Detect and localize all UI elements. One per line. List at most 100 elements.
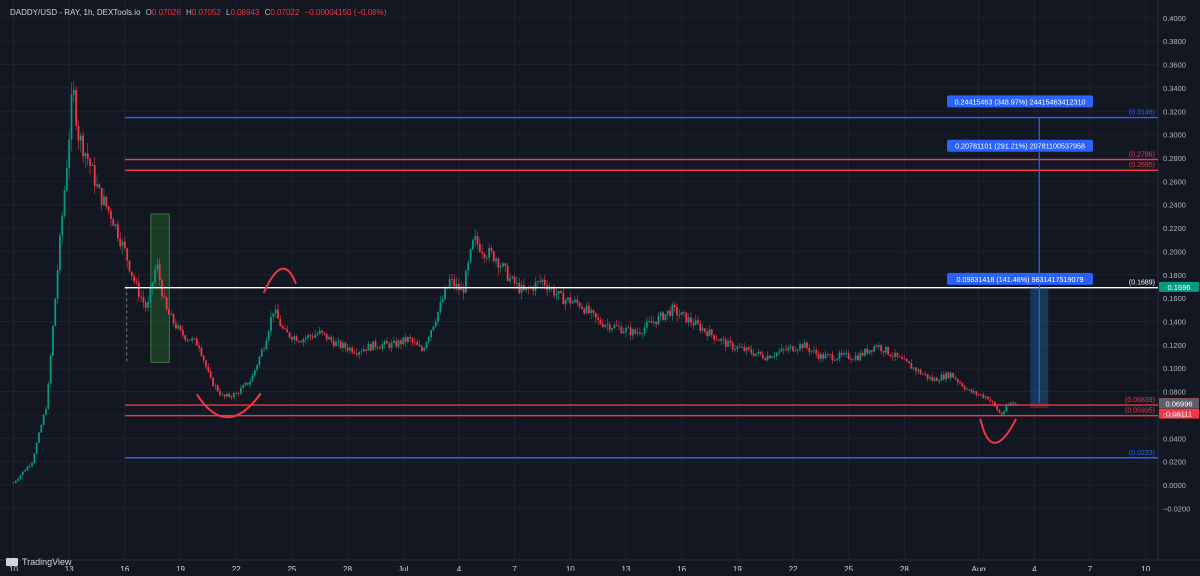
y-tick-label: 0.2800 (1163, 154, 1186, 163)
candle-body (202, 355, 205, 361)
candle-body (26, 466, 29, 471)
candle-body (917, 369, 920, 372)
candle-body (555, 294, 558, 296)
candle-body (52, 325, 54, 356)
candle-body (188, 339, 191, 341)
candle-body (887, 346, 890, 355)
open-value: 0.07026 (151, 8, 181, 17)
candle-body (738, 346, 741, 348)
measure-label-box (947, 139, 1093, 152)
candle-body (748, 347, 750, 350)
price-badge (1159, 408, 1199, 419)
candle-body (645, 321, 648, 328)
candle-body (291, 337, 293, 340)
candle-body (314, 334, 316, 338)
candle-body (98, 184, 101, 189)
y-tick-label: 0.3600 (1163, 61, 1186, 70)
candle-body (594, 312, 597, 318)
x-tick-label: 7 (1088, 565, 1093, 571)
candle-body (822, 354, 825, 359)
candle-body (411, 338, 414, 342)
candle-body (130, 271, 133, 276)
candle-body (93, 165, 96, 187)
candle-body (743, 346, 746, 351)
price-axis[interactable]: 0.4000 0.3800 0.3600 0.3400 0.3200 0.3000 0.28… (1163, 14, 1190, 513)
candle-body (65, 168, 68, 191)
candle-body (344, 342, 347, 348)
x-tick-label: 13 (65, 565, 74, 571)
candle-body (815, 349, 818, 354)
candle-body (947, 372, 950, 379)
candle-body (615, 325, 618, 326)
candle-body (355, 353, 358, 355)
y-tick-label: 0.3200 (1163, 107, 1186, 116)
candle-body (430, 330, 432, 338)
candle-body (365, 349, 368, 351)
candle-body (516, 282, 518, 284)
candle-body (332, 340, 335, 347)
candle-body (639, 332, 641, 334)
candle-body (724, 339, 727, 347)
tradingview-branding[interactable]: TradingView (6, 557, 72, 567)
candle-body (216, 385, 219, 392)
x-tick-label: 10 (9, 565, 18, 571)
candle-body (908, 361, 910, 364)
candle-body (107, 206, 110, 211)
candle-body (836, 358, 838, 361)
candle-body (212, 377, 214, 387)
candle-body (33, 453, 36, 463)
candle-body (734, 348, 736, 350)
candle-body (543, 279, 546, 286)
candle-body (390, 342, 393, 348)
candle-body (409, 337, 412, 339)
candle-body (766, 355, 769, 361)
y-tick-label: 0.0400 (1163, 434, 1186, 443)
candle-body (655, 321, 658, 325)
candle-body (114, 224, 117, 226)
candle-body (147, 302, 149, 308)
candle-body (715, 339, 718, 341)
candle-body (191, 338, 194, 341)
candle-body (235, 393, 238, 394)
candle-body (267, 331, 270, 341)
candle-body (910, 363, 913, 369)
time-axis[interactable]: 10 13 16 19 22 25 28 Jul 4 7 10 13 16 19 22 25 28 Aug 4 7 10 (9, 565, 1151, 574)
y-tick-label: 0.2600 (1163, 177, 1186, 186)
candle-body (349, 347, 351, 351)
candle-body (889, 354, 892, 357)
candle-body (690, 317, 692, 323)
candle-body (611, 328, 613, 330)
candle-body (901, 357, 903, 359)
y-tick-label: 0.3400 (1163, 84, 1186, 93)
candle-body (919, 369, 922, 374)
candle-body (358, 351, 361, 355)
candle-body (996, 406, 999, 411)
candle-body (717, 339, 720, 341)
candle-body (768, 355, 771, 359)
candle-body (1010, 402, 1012, 405)
candle-body (474, 236, 477, 240)
candle-body (694, 320, 697, 326)
candle-body (1000, 412, 1003, 415)
candle-body (708, 329, 711, 337)
candle-body (810, 350, 813, 352)
candle-body (764, 358, 767, 361)
candle-body (525, 287, 528, 291)
price-badge-label: 0.1696 (1168, 283, 1191, 292)
candle-body (251, 375, 254, 382)
candle-body (636, 332, 639, 334)
candle-body (903, 358, 906, 360)
candle-body (808, 347, 811, 352)
candle-body (898, 356, 901, 358)
candle-body (379, 348, 381, 349)
candle-body (757, 351, 760, 354)
x-tick-label: 22 (232, 565, 241, 571)
candle-body (79, 135, 82, 141)
candle-body (281, 326, 284, 329)
candle-body (288, 332, 291, 338)
low-label: L (225, 8, 231, 17)
candle-body (571, 301, 574, 304)
candle-body (481, 251, 484, 254)
